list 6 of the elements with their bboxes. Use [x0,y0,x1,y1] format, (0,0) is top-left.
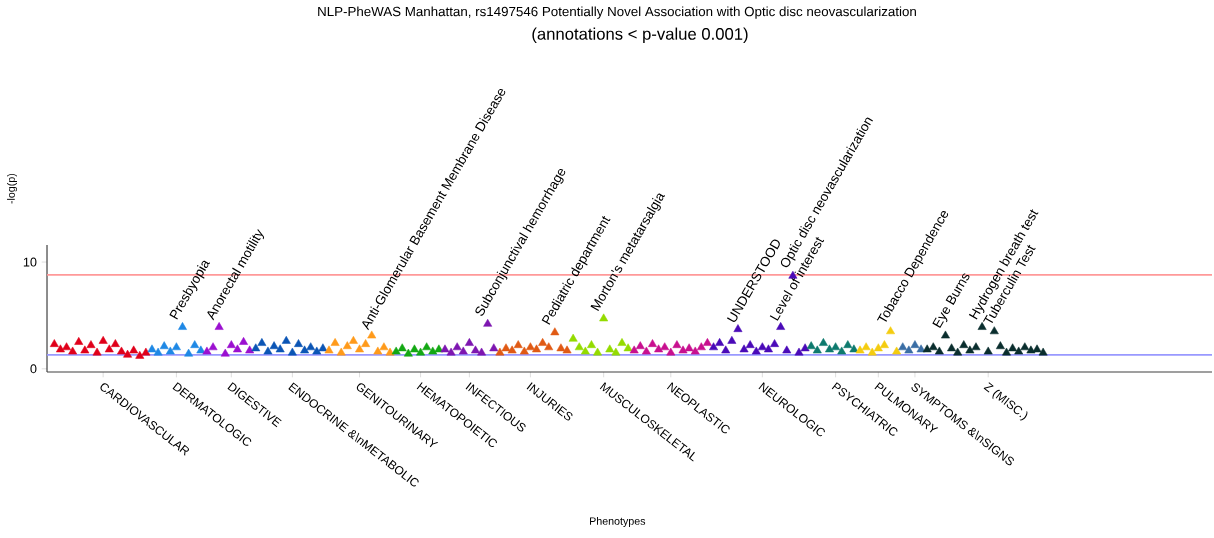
x-axis-title: Phenotypes [590,517,646,527]
y-tick-label: 10 [23,257,37,267]
y-tick-label: 0 [30,364,37,374]
chart-title: NLP-PheWAS Manhattan, rs1497546 Potentially Novel Association with Optic disc neovascularization [318,6,916,19]
y-axis-title: -log(p) [7,173,17,204]
chart-subtitle: (annotations < p-value 0.001) [532,27,748,44]
